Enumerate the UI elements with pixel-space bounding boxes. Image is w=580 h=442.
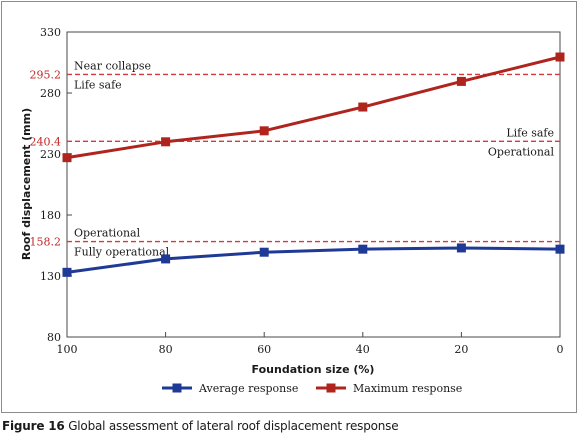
plot-area-border xyxy=(66,31,561,338)
data-point xyxy=(555,244,565,254)
legend-label: Average response xyxy=(198,382,298,395)
figure-number: Figure 16 xyxy=(2,419,65,433)
x-tick-label: 100 xyxy=(57,343,78,356)
threshold-lines: 295.2 Near collapse Life safe 240.4 Life saf… xyxy=(30,59,560,259)
legend-marker xyxy=(172,383,182,393)
chart-series xyxy=(62,52,565,277)
x-tick-label: 40 xyxy=(356,343,370,356)
data-point xyxy=(161,137,171,147)
threshold-zone-below: Fully operational xyxy=(74,246,170,259)
threshold-tick-label: 240.4 xyxy=(30,135,62,148)
data-point xyxy=(62,153,72,163)
threshold-zone-below: Operational xyxy=(488,145,555,158)
y-tick-label: 330 xyxy=(40,26,61,39)
y-axis-label: Roof displacement (mm) xyxy=(20,108,33,260)
threshold-tick-label: 158.2 xyxy=(30,236,62,249)
x-axis-label: Foundation size (%) xyxy=(252,363,375,376)
data-point xyxy=(259,126,269,136)
threshold-zone-below: Life safe xyxy=(74,78,122,91)
x-tick-label: 20 xyxy=(454,343,468,356)
legend-label: Maximum response xyxy=(353,382,462,395)
data-point xyxy=(555,52,565,62)
x-tick-label: 0 xyxy=(557,343,564,356)
data-point xyxy=(358,244,368,254)
data-point xyxy=(456,76,466,86)
data-point xyxy=(161,254,171,264)
figure-caption: Figure 16 Global assessment of lateral r… xyxy=(2,419,399,433)
threshold-zone-above: Life safe xyxy=(506,126,554,139)
series-line-average xyxy=(66,246,561,274)
figure-caption-text: Global assessment of lateral roof displa… xyxy=(68,419,399,433)
x-tick-label: 60 xyxy=(257,343,271,356)
data-point xyxy=(259,247,269,257)
threshold-tick-label: 295.2 xyxy=(30,68,62,81)
x-tick-label: 80 xyxy=(159,343,173,356)
series-line-maximum xyxy=(66,55,561,160)
legend-marker xyxy=(326,383,336,393)
y-tick-label: 130 xyxy=(40,270,61,283)
data-point xyxy=(456,243,466,253)
data-point xyxy=(358,102,368,112)
y-tick-label: 180 xyxy=(40,209,61,222)
y-tick-label: 230 xyxy=(40,148,61,161)
threshold-zone-above: Near collapse xyxy=(74,59,151,72)
data-point xyxy=(62,267,72,277)
chart-legend: Average response Maximum response xyxy=(162,382,462,395)
y-tick-label: 80 xyxy=(47,331,61,344)
figure-frame xyxy=(1,1,577,413)
threshold-zone-above: Operational xyxy=(74,227,141,240)
y-tick-label: 280 xyxy=(40,87,61,100)
